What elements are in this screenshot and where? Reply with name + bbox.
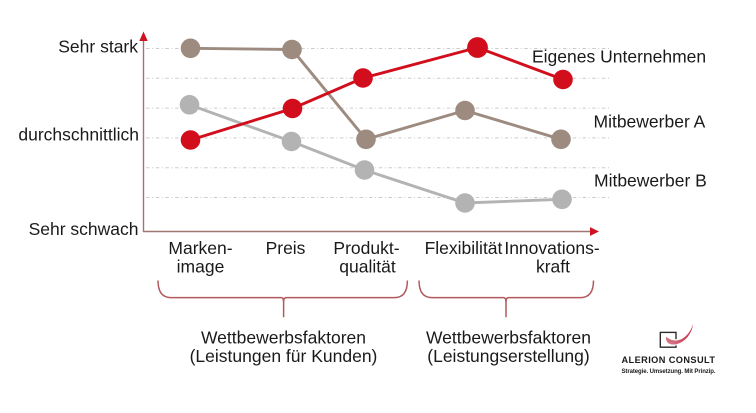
svg-text:image: image	[177, 257, 225, 277]
svg-text:Wettbewerbsfaktoren: Wettbewerbsfaktoren	[426, 328, 591, 348]
svg-text:Preis: Preis	[266, 238, 306, 258]
svg-text:Flexibilität: Flexibilität	[425, 238, 503, 258]
svg-text:Mitbewerber B: Mitbewerber B	[594, 171, 707, 191]
svg-text:Innovations-: Innovations-	[504, 238, 600, 258]
svg-text:Sehr schwach: Sehr schwach	[29, 219, 139, 239]
svg-text:(Leistungserstellung): (Leistungserstellung)	[427, 346, 589, 366]
svg-text:durchschnittlich: durchschnittlich	[18, 125, 139, 145]
svg-text:Mitbewerber A: Mitbewerber A	[594, 112, 706, 132]
svg-text:Marken-: Marken-	[168, 238, 232, 258]
svg-text:qualität: qualität	[339, 257, 396, 277]
svg-text:Wettbewerbsfaktoren: Wettbewerbsfaktoren	[201, 328, 366, 348]
svg-text:ALERION CONSULT: ALERION CONSULT	[622, 355, 716, 365]
svg-text:Eigenes Unternehmen: Eigenes Unternehmen	[532, 47, 706, 67]
svg-text:kraft: kraft	[536, 257, 570, 277]
svg-text:Produkt-: Produkt-	[333, 238, 399, 258]
svg-text:Sehr stark: Sehr stark	[58, 37, 138, 57]
svg-text:(Leistungen für Kunden): (Leistungen für Kunden)	[190, 346, 378, 366]
svg-text:Strategie. Umsetzung. Mit Prin: Strategie. Umsetzung. Mit Prinzip.	[622, 369, 716, 375]
